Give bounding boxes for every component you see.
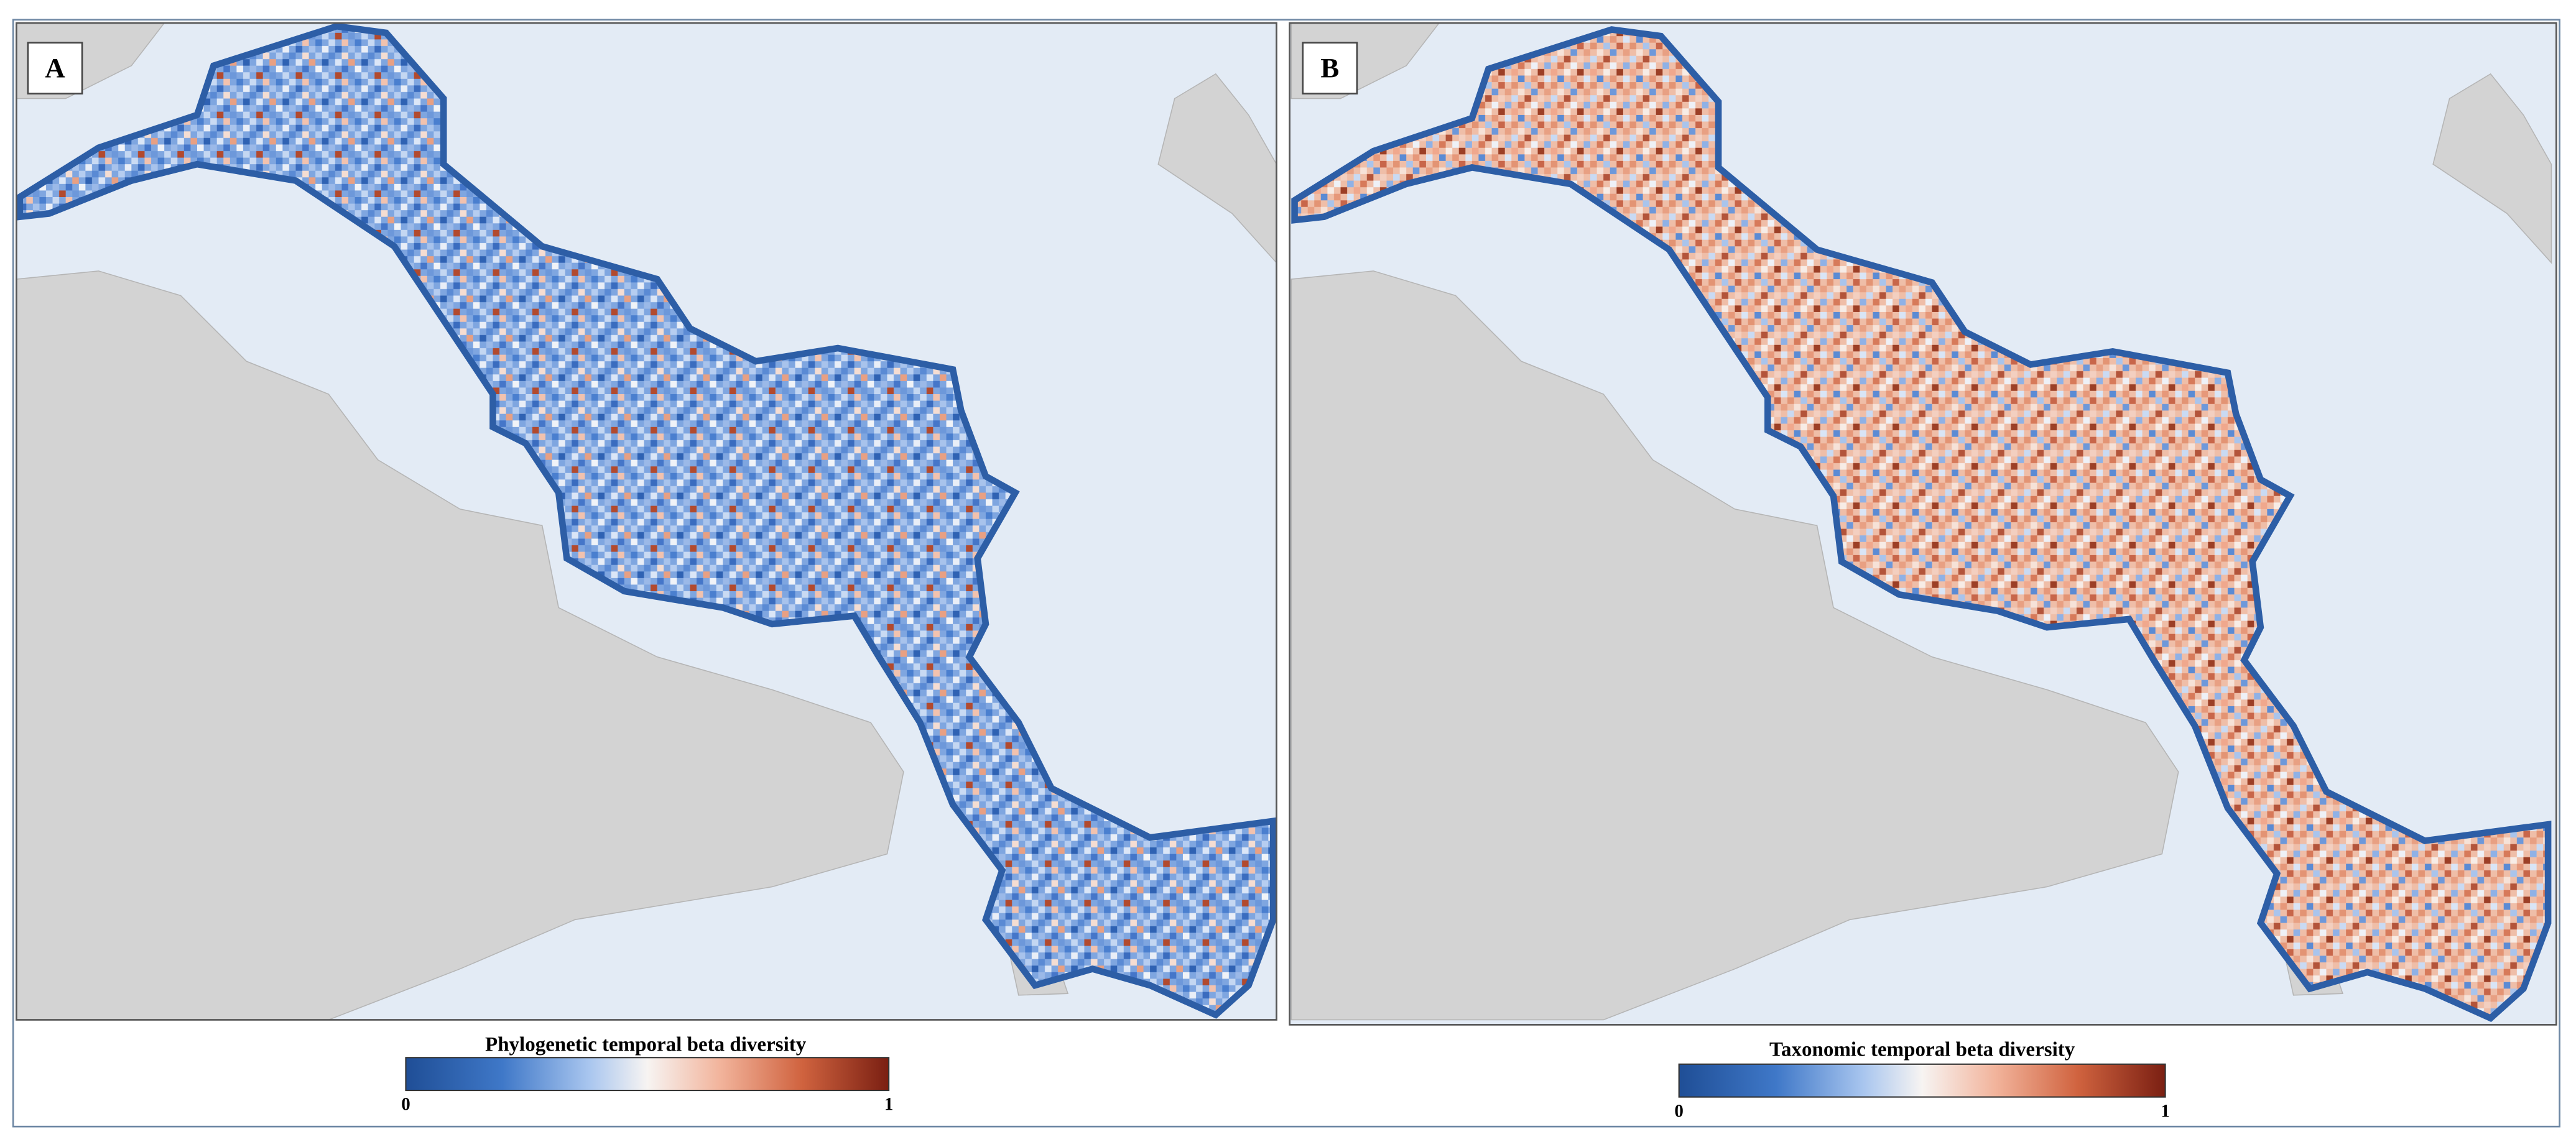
panel-frame <box>16 22 1277 1021</box>
legend-tick-max: 1 <box>884 1095 894 1115</box>
legend-tick-min: 0 <box>1674 1101 1684 1121</box>
legend-colorbar <box>1678 1063 2166 1098</box>
legend-colorbar <box>405 1057 890 1092</box>
legend-title: Phylogenetic temporal beta diversity <box>485 1034 807 1056</box>
panel-label-box <box>27 42 83 94</box>
map-panel-b <box>1289 22 2557 1025</box>
panel-frame <box>1289 22 2557 1026</box>
panel-label: B <box>1320 52 1339 83</box>
legend-title: Taxonomic temporal beta diversity <box>1769 1039 2075 1061</box>
panel-label-box <box>1302 42 1358 94</box>
panel-label: A <box>45 52 65 83</box>
legend-tick-max: 1 <box>2161 1101 2170 1121</box>
legend-tick-min: 0 <box>401 1095 410 1115</box>
map-panel-a <box>16 22 1277 1020</box>
